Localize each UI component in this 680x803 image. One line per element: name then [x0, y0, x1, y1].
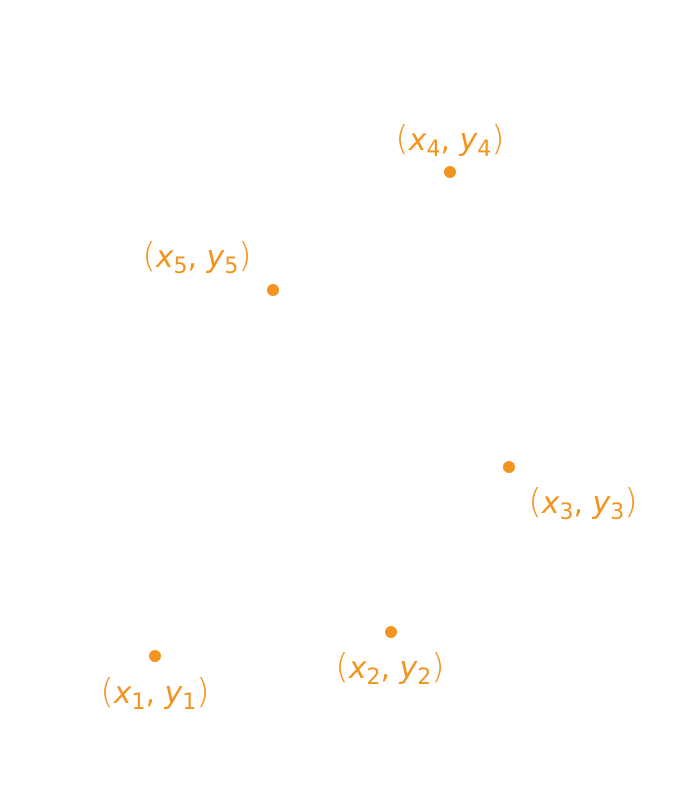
point-2-label: (x2, y2): [335, 647, 444, 690]
point-5: (x5, y5): [142, 236, 279, 296]
point-1-label: (x1, y1): [100, 672, 209, 715]
point-2: (x2, y2): [335, 626, 445, 690]
point-5-label: (x5, y5): [142, 236, 251, 279]
point-4: (x4, y4): [395, 119, 505, 178]
point-4-marker: [444, 166, 456, 178]
point-5-marker: [267, 284, 279, 296]
point-1: (x1, y1): [100, 650, 210, 715]
point-2-marker: [385, 626, 397, 638]
point-4-label: (x4, y4): [395, 119, 504, 162]
point-3-label: (x3, y3): [528, 482, 637, 525]
point-3-marker: [503, 461, 515, 473]
point-1-marker: [149, 650, 161, 662]
point-3: (x3, y3): [503, 461, 638, 525]
